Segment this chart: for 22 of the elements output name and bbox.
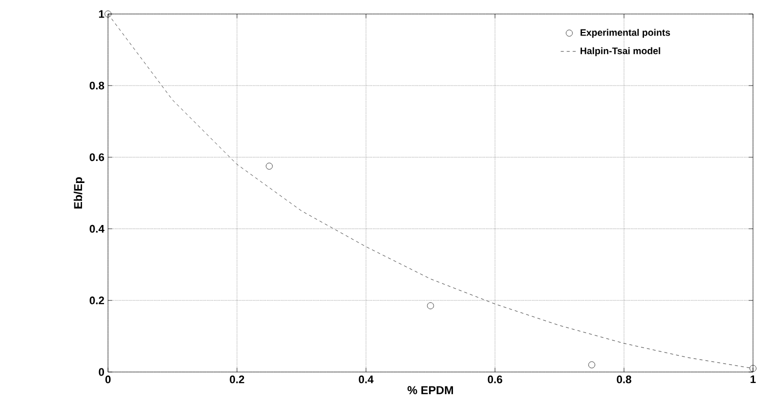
y-tick-label: 0.2 [90, 296, 104, 304]
y-tick-label: 0.4 [90, 224, 104, 233]
point [427, 302, 434, 310]
legend-label: Halpin-Tsai model [580, 47, 660, 56]
legend-label: Experimental points [580, 28, 670, 38]
x-tick-label: 1 [750, 376, 756, 384]
y-tick-label: 1 [99, 10, 104, 18]
y-axis-title: Eb/Ep [74, 177, 84, 208]
point [266, 162, 273, 170]
x-tick-label: 0.6 [488, 376, 502, 384]
y-tick-label: 0.6 [90, 153, 104, 162]
point [750, 365, 756, 372]
point [588, 361, 596, 368]
x-tick-label: 0 [105, 376, 111, 384]
y-tick-label: 0.8 [90, 82, 104, 90]
y-tick-label: 0 [98, 368, 104, 376]
point [104, 10, 112, 18]
x-tick-label: 0.8 [616, 376, 632, 384]
line-series [108, 14, 754, 369]
x-tick-label: 0.4 [358, 376, 374, 384]
x-axis-title: % EPDM [408, 386, 453, 394]
x-tick-label: 0.2 [230, 376, 244, 384]
